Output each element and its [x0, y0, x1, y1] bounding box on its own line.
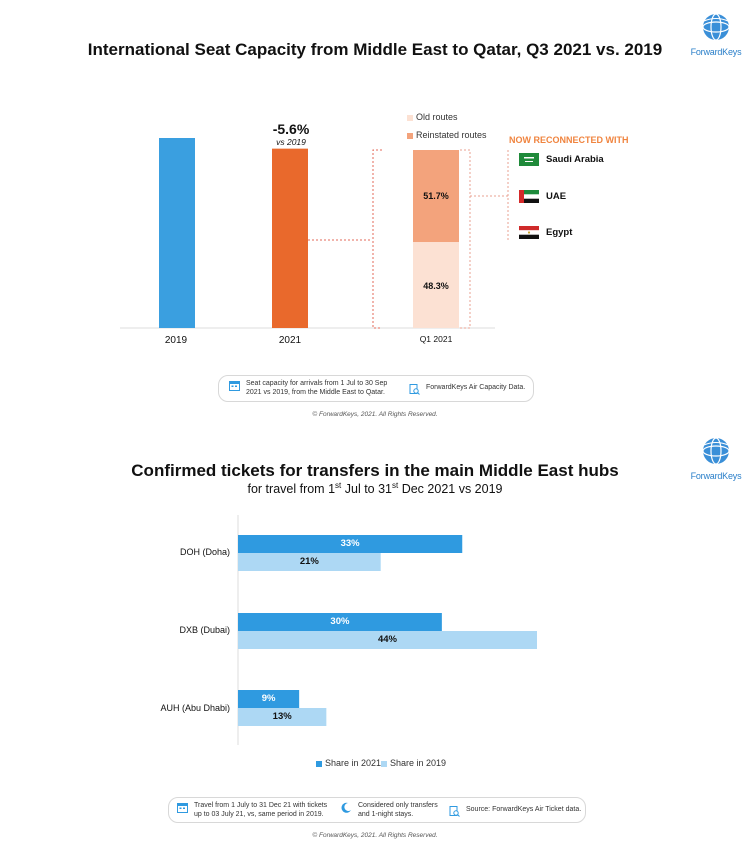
subtitle-part: for travel from 1 [247, 482, 336, 497]
document-search-icon [409, 384, 420, 395]
note-stays: Considered only transfers and 1-night st… [341, 802, 441, 820]
legend-swatch [316, 760, 322, 767]
note-travel: Travel from 1 July to 31 Dec 21 with tic… [177, 802, 335, 820]
subtitle-part: Dec 2021 vs 2019 [398, 482, 503, 497]
legend-old-routes: Old routes [407, 112, 458, 122]
country-egypt: Egypt [546, 227, 573, 238]
legend-share-2021: Share in 2021 [316, 758, 381, 768]
logo-text: ForwardKeys [690, 471, 742, 481]
note-source-transfers: Source: ForwardKeys Air Ticket data. [449, 806, 584, 817]
hbar-dxb-2021 [238, 613, 442, 631]
data-label-dxb-2021: 30% [330, 616, 350, 627]
note-source-transfers-text: Source: ForwardKeys Air Ticket data. [466, 806, 582, 813]
copyright-top: © ForwardKeys, 2021. All Rights Reserved… [312, 411, 438, 418]
copyright-bottom: © ForwardKeys, 2021. All Rights Reserved… [312, 832, 438, 839]
legend-label: Old routes [416, 112, 458, 122]
note-travel-text: Travel from 1 July to 31 Dec 21 with tic… [194, 802, 328, 818]
legend-swatch [407, 132, 413, 139]
data-label-doh-2021: 33% [340, 538, 360, 549]
country-uae: UAE [546, 191, 567, 202]
subtitle-sup: st [335, 481, 342, 490]
flag-uae-icon [519, 190, 539, 208]
calendar-icon [229, 381, 240, 391]
globe-icon [702, 13, 730, 41]
category-label-auh: AUH (Abu Dhabi) [160, 703, 230, 713]
legend-reinstated-routes: Reinstated routes [407, 130, 487, 140]
legend-share-2019: Share in 2019 [381, 758, 446, 768]
data-label-reinstated: 51.7% [423, 191, 449, 201]
data-label-dxb-2019: 44% [377, 634, 397, 645]
subtitle-part: Jul to 31 [341, 482, 392, 497]
hbar-dxb-2019 [238, 631, 537, 649]
note-source-capacity: ForwardKeys Air Capacity Data. [409, 384, 534, 395]
bar-2019 [159, 138, 195, 328]
forwardkeys-logo-2: ForwardKeys [686, 436, 746, 481]
tick-label-q1-2021: Q1 2021 [419, 334, 453, 344]
data-label-old: 48.3% [423, 281, 449, 291]
document-search-icon [449, 806, 460, 817]
note-capacity: Seat capacity for arrivals from 1 Jul to… [229, 380, 399, 398]
capacity-chart [120, 138, 509, 329]
stacked-bar-reinstated-routes [413, 150, 459, 243]
category-label-dxb: DXB (Dubai) [179, 625, 230, 635]
hbar-auh-2021 [238, 690, 300, 708]
change-sublabel: vs 2019 [276, 137, 306, 147]
hbar-doh-2019 [238, 553, 381, 571]
chart-subtitle-transfers: for travel from 1st Jul to 31st Dec 2021… [0, 481, 750, 496]
forwardkeys-logo: ForwardKeys [686, 12, 746, 57]
legend-swatch [381, 760, 387, 767]
legend-label: Share in 2021 [325, 758, 382, 768]
subtitle-sup: st [392, 481, 399, 490]
stacked-bar-old-routes [413, 242, 459, 328]
data-label-auh-2021: 9% [261, 693, 276, 704]
legend-label: Share in 2019 [390, 758, 447, 768]
globe-icon [702, 437, 730, 465]
note-stays-text: Considered only transfers and 1-night st… [358, 802, 438, 818]
category-label-doh: DOH (Doha) [179, 547, 230, 557]
chart-title-capacity: International Seat Capacity from Middle … [87, 40, 663, 59]
moon-icon [341, 802, 351, 813]
bracket-left [372, 149, 382, 329]
hbar-doh-2021 [238, 535, 463, 553]
notes-box-transfers: Travel from 1 July to 31 Dec 21 with tic… [168, 797, 586, 823]
country-saudi-arabia: Saudi Arabia [546, 154, 604, 165]
tick-label-2021: 2021 [278, 335, 302, 346]
data-label-doh-2019: 21% [299, 556, 319, 567]
logo-text: ForwardKeys [690, 47, 742, 57]
data-label-auh-2019: 13% [272, 711, 292, 722]
reconnected-heading: NOW RECONNECTED WITH [509, 135, 629, 145]
flag-saudi-arabia-icon [519, 153, 539, 171]
note-source-capacity-text: ForwardKeys Air Capacity Data. [426, 384, 526, 391]
flag-egypt-icon [519, 226, 539, 244]
notes-box-capacity: Seat capacity for arrivals from 1 Jul to… [218, 375, 534, 402]
bracket-right [460, 149, 471, 329]
note-capacity-text: Seat capacity for arrivals from 1 Jul to… [246, 380, 388, 396]
chart-title-transfers: Confirmed tickets for transfers in the m… [131, 461, 619, 480]
tick-label-2019: 2019 [164, 335, 188, 346]
change-label: -5.6% [272, 121, 310, 137]
legend-swatch [407, 114, 413, 121]
hbar-auh-2019 [238, 708, 327, 726]
calendar-icon [177, 803, 188, 813]
bar-2021 [272, 148, 308, 328]
legend-label: Reinstated routes [416, 130, 487, 140]
